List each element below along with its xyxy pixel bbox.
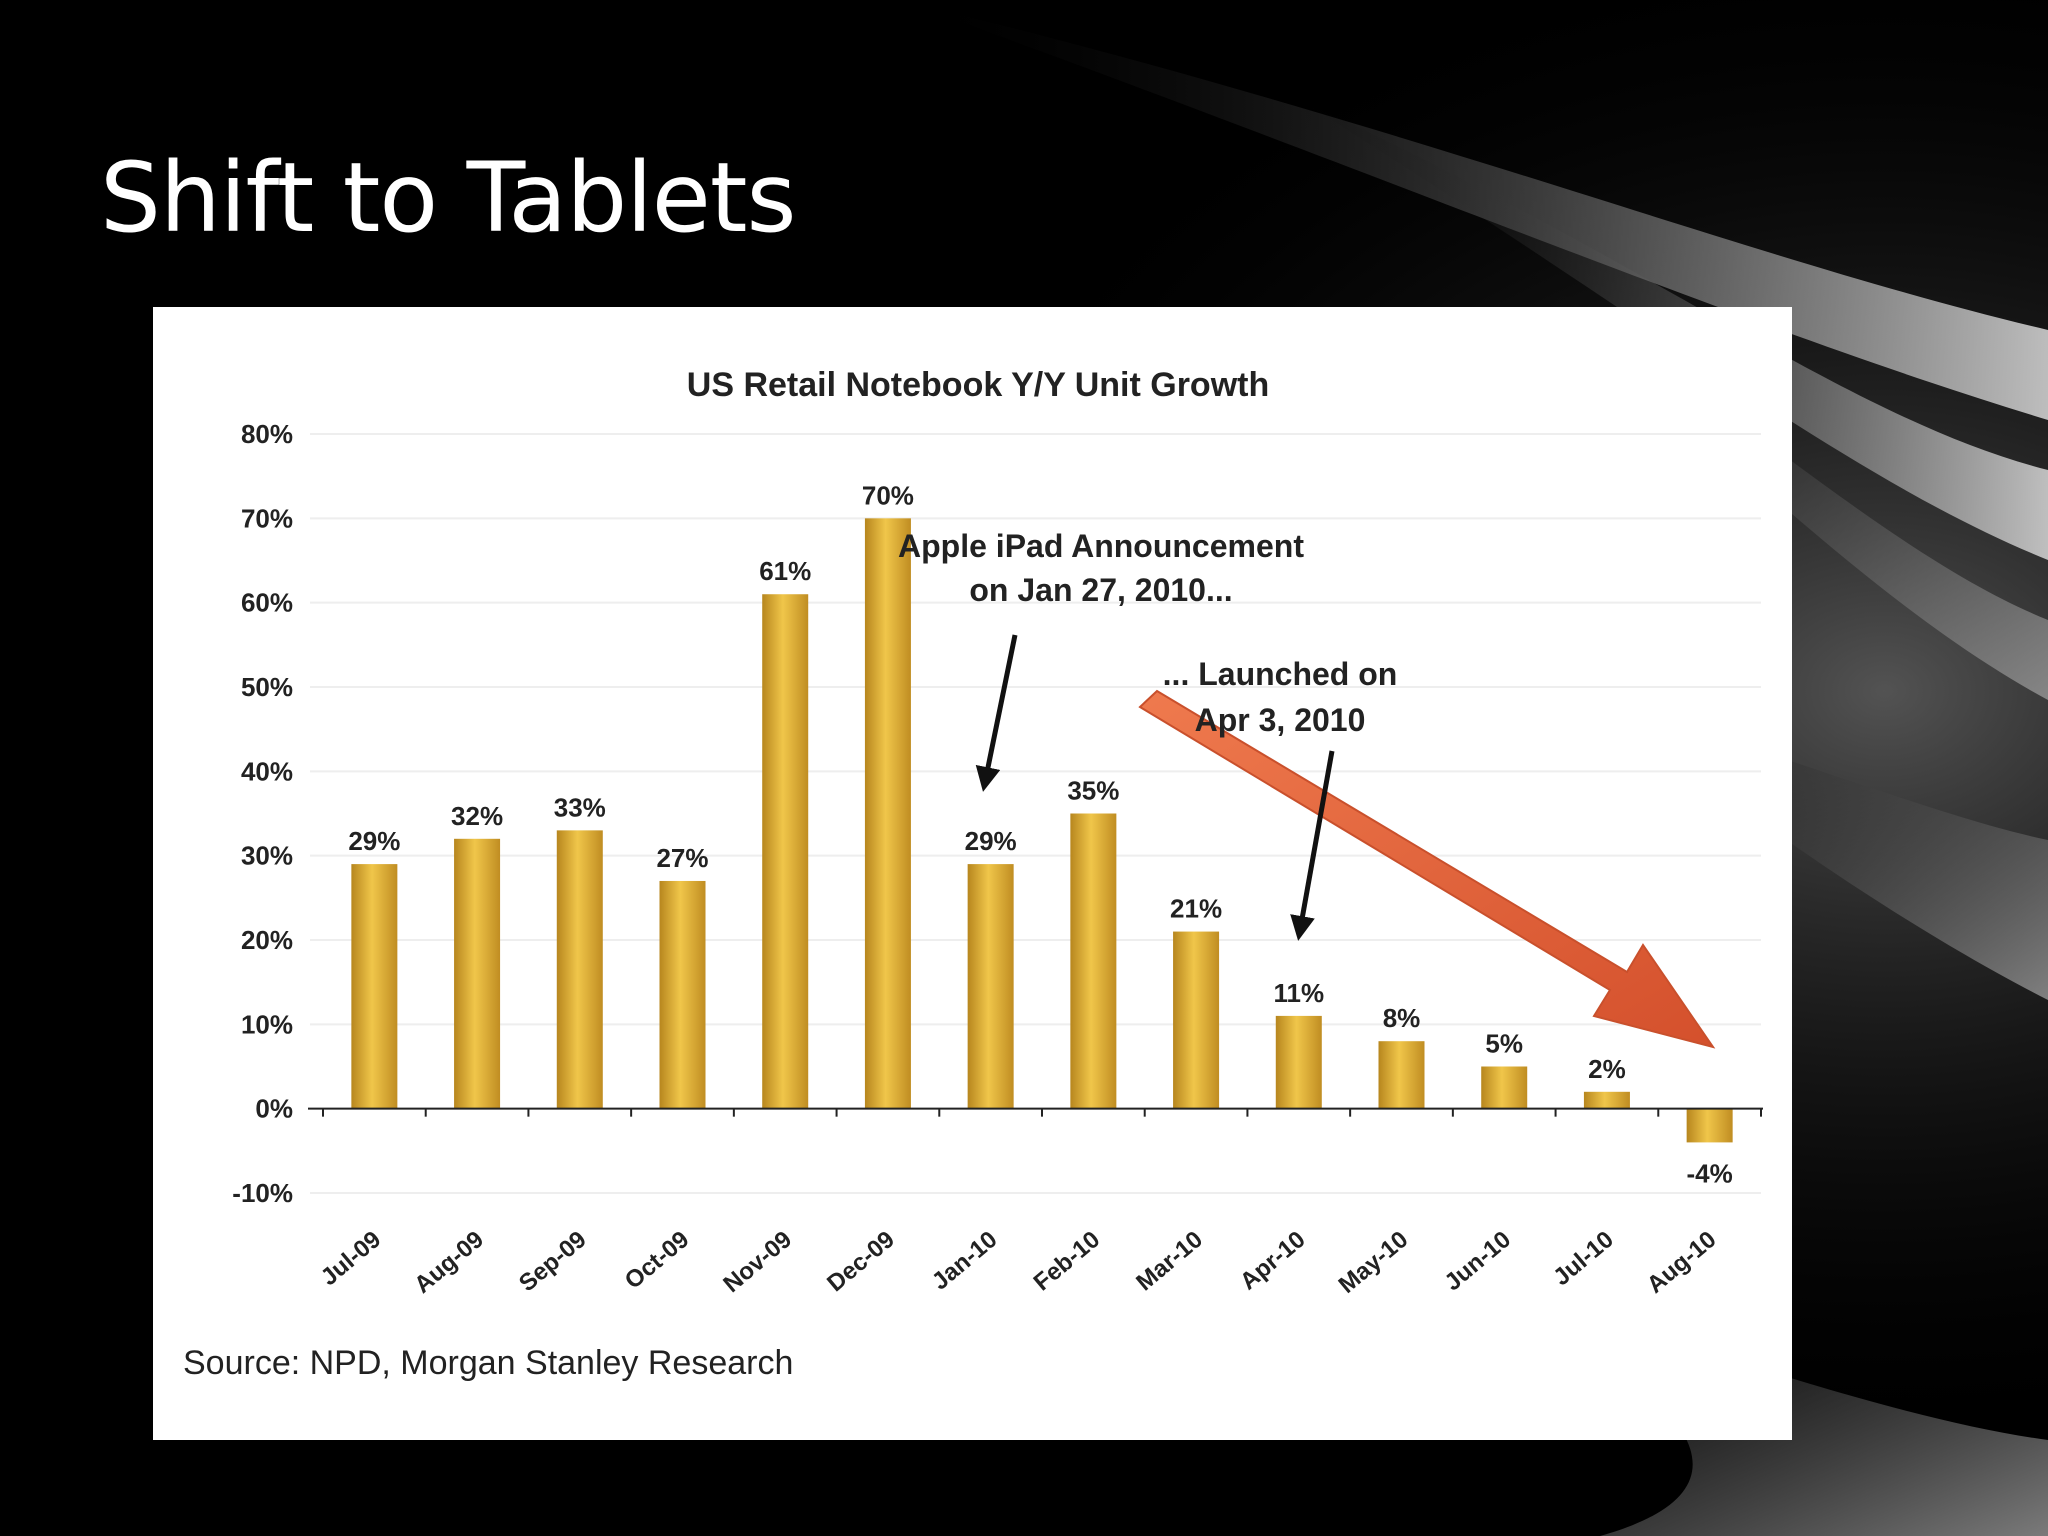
y-tick-label: -10% — [232, 1178, 293, 1208]
x-axis — [308, 1107, 1763, 1117]
y-tick-label: 70% — [241, 503, 293, 533]
x-tick-label: Aug-09 — [409, 1226, 489, 1299]
x-tick-label: Nov-09 — [718, 1226, 797, 1298]
chart-panel: US Retail Notebook Y/Y Unit Growth -10% 0… — [153, 307, 1792, 1440]
x-tick-label: Apr-10 — [1235, 1226, 1311, 1296]
x-tick-label: Jul-09 — [316, 1226, 386, 1291]
annotation-line-2: on Jan 27, 2010... — [969, 572, 1232, 608]
bar-jan-10 — [967, 864, 1014, 1109]
data-label: 32% — [451, 801, 503, 831]
data-label: 33% — [554, 792, 606, 822]
data-label: 11% — [1273, 978, 1324, 1008]
slide-title: Shift to Tablets — [100, 142, 797, 254]
y-tick-label: 60% — [241, 588, 293, 618]
y-tick-label: 10% — [241, 1009, 293, 1039]
chart-source: Source: NPD, Morgan Stanley Research — [183, 1344, 793, 1382]
data-label: 70% — [862, 480, 914, 510]
x-tick-label: May-10 — [1334, 1226, 1414, 1299]
bar-sep-09 — [556, 830, 603, 1109]
x-tick-label: Sep-09 — [514, 1226, 592, 1297]
bar-apr-10 — [1275, 1015, 1322, 1109]
data-label: 21% — [1170, 894, 1222, 924]
y-tick-label: 20% — [241, 925, 293, 955]
data-labels: 29% 32% 33% 27% 61% 70% 29% 35% 21% 11% 8% 5% 2% -4% — [348, 480, 1732, 1188]
data-label: 29% — [965, 826, 1017, 856]
bar-jul-10 — [1583, 1091, 1630, 1109]
annotation-line-2: Apr 3, 2010 — [1195, 702, 1366, 738]
x-axis-ticks: Jul-09 Aug-09 Sep-09 Oct-09 Nov-09 Dec-09 Jan-… — [316, 1226, 1722, 1299]
x-tick-label: Jan-10 — [927, 1226, 1003, 1296]
y-axis-ticks: -10% 0% 10% 20% 30% 40% 50% 60% 70% 80% — [232, 419, 293, 1208]
data-label: -4% — [1687, 1158, 1733, 1188]
bar-may-10 — [1378, 1041, 1425, 1109]
bars — [351, 518, 1733, 1143]
data-label: 8% — [1383, 1003, 1421, 1033]
bar-dec-09 — [864, 518, 911, 1109]
data-label: 61% — [759, 556, 811, 586]
bar-aug-10 — [1686, 1108, 1733, 1143]
grid-lines — [310, 433, 1761, 1194]
bar-feb-10 — [1070, 813, 1117, 1109]
launch-pointer-arrow — [1290, 750, 1335, 941]
data-label: 35% — [1067, 776, 1119, 806]
x-tick-label: Mar-10 — [1131, 1226, 1208, 1296]
announcement-pointer-arrow — [975, 634, 1018, 792]
x-tick-label: Feb-10 — [1029, 1226, 1106, 1296]
x-tick-label: Jun-10 — [1439, 1226, 1516, 1296]
x-tick-label: Oct-09 — [620, 1226, 695, 1295]
bar-aug-09 — [454, 838, 501, 1109]
annotation-ipad-announcement: Apple iPad Announcement on Jan 27, 2010.… — [898, 528, 1304, 792]
data-label: 29% — [348, 826, 400, 856]
x-tick-label: Jul-10 — [1548, 1226, 1618, 1291]
annotation-line-1: Apple iPad Announcement — [898, 528, 1304, 564]
data-label: 5% — [1485, 1029, 1523, 1059]
bar-oct-09 — [659, 880, 706, 1109]
bar-mar-10 — [1173, 931, 1220, 1109]
y-tick-label: 0% — [255, 1094, 293, 1124]
data-label: 27% — [656, 843, 708, 873]
x-tick-label: Dec-09 — [822, 1226, 900, 1297]
y-tick-label: 80% — [241, 419, 293, 449]
bar-jul-09 — [351, 864, 398, 1109]
data-label: 2% — [1588, 1054, 1626, 1084]
x-tick-label: Aug-10 — [1642, 1226, 1722, 1299]
chart-title: US Retail Notebook Y/Y Unit Growth — [687, 366, 1269, 404]
trend-arrow-shape — [1138, 689, 1716, 1049]
annotation-ipad-launch: ... Launched on Apr 3, 2010 — [1163, 656, 1398, 941]
y-tick-label: 50% — [241, 672, 293, 702]
bar-chart: US Retail Notebook Y/Y Unit Growth -10% 0… — [183, 366, 1763, 1382]
bar-jun-10 — [1481, 1066, 1528, 1109]
y-tick-label: 30% — [241, 841, 293, 871]
bar-nov-09 — [762, 594, 809, 1109]
y-tick-label: 40% — [241, 756, 293, 786]
annotation-line-1: ... Launched on — [1163, 656, 1398, 692]
